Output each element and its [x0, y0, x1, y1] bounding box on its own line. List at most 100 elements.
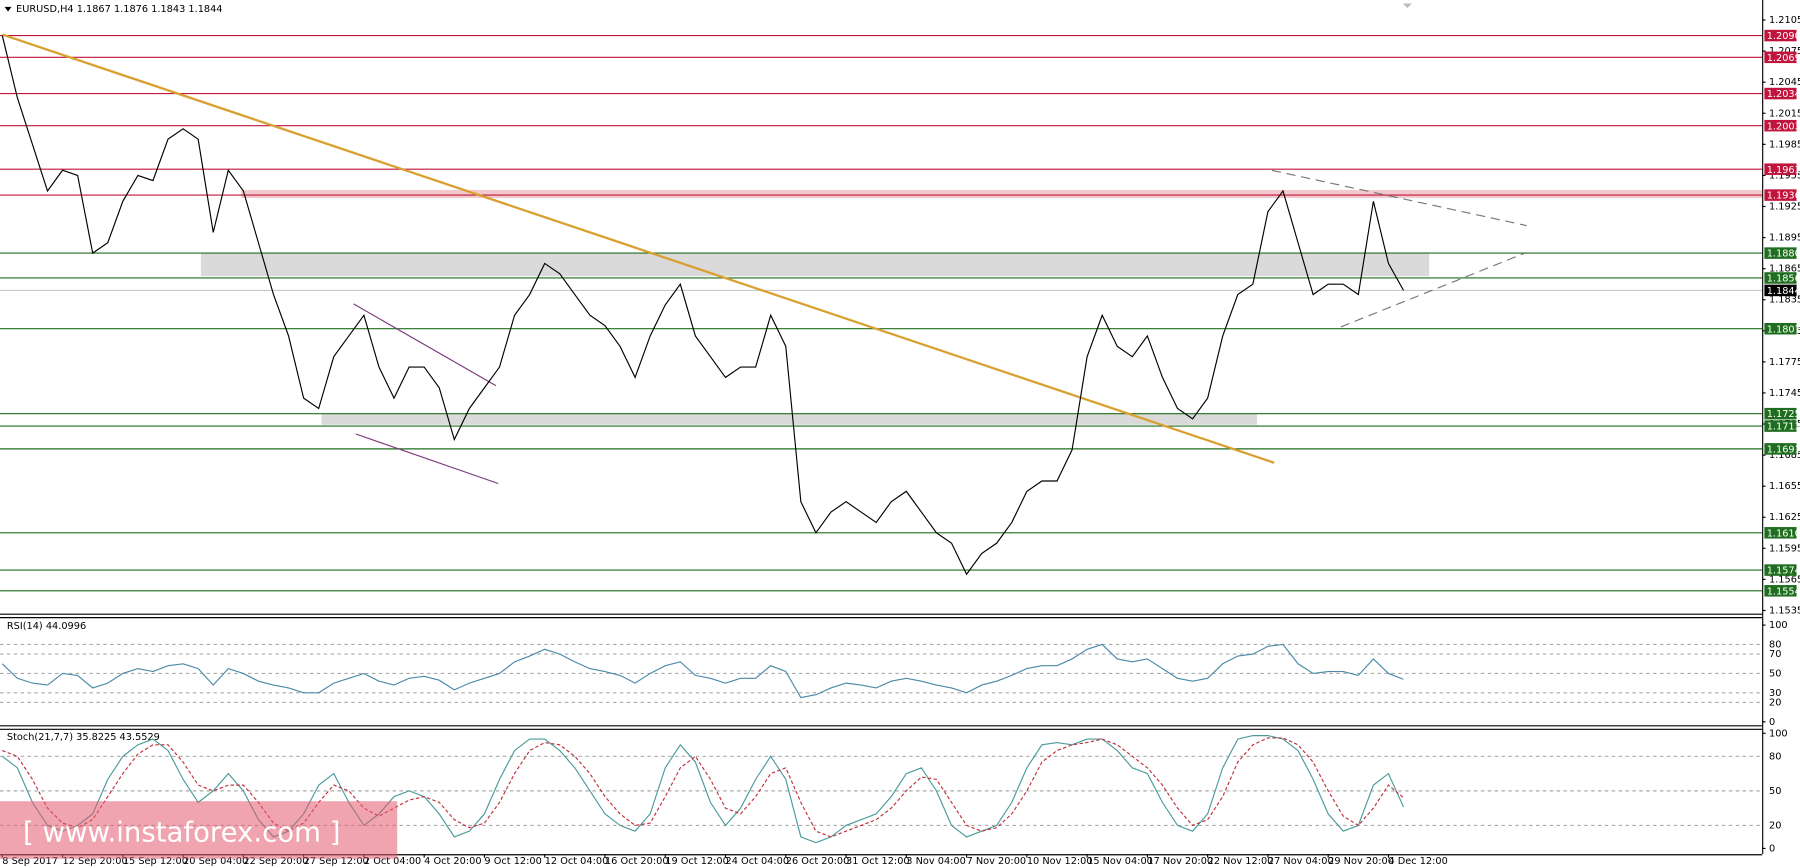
rsi-tick-label: 30: [1769, 688, 1781, 699]
level-tag: [1764, 443, 1797, 455]
level-label: 1.1856: [1767, 274, 1800, 285]
y-tick-label: 1.1985: [1769, 139, 1800, 150]
triangle-line: [1271, 169, 1527, 227]
x-tick-label: 26 Oct 20:00: [786, 856, 850, 867]
rsi-tick-label: 20: [1769, 697, 1781, 708]
level-tag: [1764, 119, 1797, 132]
level-label: 1.1807: [1767, 324, 1800, 335]
level-label: 1.1574: [1767, 566, 1800, 577]
x-tick-label: 29 Nov 20:00: [1328, 856, 1394, 867]
x-tick-label: 12 Oct 04:00: [545, 856, 609, 867]
level-label: 1.1936: [1767, 191, 1800, 202]
level-tag: [1764, 322, 1797, 335]
stoch-tick-label: 50: [1769, 786, 1781, 797]
channel-line: [353, 303, 497, 387]
level-tag: [1764, 163, 1797, 175]
rsi-line: [1, 643, 1404, 699]
y-tick-label: 1.1685: [1769, 450, 1800, 461]
level-label: 1.2003: [1767, 121, 1800, 132]
x-tick-label: 15 Nov 04:00: [1087, 856, 1153, 867]
x-tick-label: 27 Sep 12:00: [304, 856, 369, 867]
rsi-tick-label: 100: [1769, 620, 1788, 631]
x-tick-label: 4 Dec 12:00: [1388, 856, 1447, 867]
rsi-tick-label: 70: [1769, 649, 1781, 660]
x-tick-label: 16 Oct 20:00: [605, 856, 669, 867]
level-label: 1.2090: [1767, 31, 1800, 42]
x-tick-label: 9 Oct 12:00: [484, 856, 541, 867]
watermark: [ www.instaforex.com ]: [23, 815, 341, 848]
last-price-label: 1.1844: [1767, 286, 1800, 297]
y-tick-label: 1.1565: [1769, 574, 1800, 585]
price-line: [1, 35, 1405, 576]
level-label: 1.2069: [1767, 53, 1800, 64]
x-tick-label: 22 Nov 12:00: [1208, 856, 1274, 867]
y-tick-label: 1.1835: [1769, 295, 1800, 306]
x-tick-label: 20 Sep 04:00: [183, 856, 248, 867]
stoch-label: Stoch(21,7,7) 35.8225 43.5529: [7, 732, 160, 743]
stoch-tick-label: 0: [1769, 843, 1775, 854]
x-tick-label: 31 Oct 12:00: [846, 856, 910, 867]
rsi-label: RSI(14) 44.0996: [7, 621, 86, 632]
level-tag: [1764, 87, 1797, 100]
stoch-line: [1, 735, 1405, 844]
x-tick-label: 8 Sep 2017: [2, 856, 58, 867]
x-tick-label: 24 Oct 04:00: [726, 856, 790, 867]
channel-line: [355, 433, 499, 485]
level-label: 1.2034: [1767, 89, 1800, 100]
y-tick-label: 1.1895: [1769, 233, 1800, 244]
x-tick-label: 17 Nov 20:00: [1147, 856, 1213, 867]
y-tick-label: 1.1745: [1769, 388, 1800, 399]
stoch-tick-label: 80: [1769, 751, 1781, 762]
x-tick-label: 4 Oct 20:00: [424, 856, 481, 867]
rsi-tick-label: 50: [1769, 668, 1781, 679]
y-tick-label: 1.2105: [1769, 15, 1800, 26]
level-tag: [1764, 51, 1797, 64]
x-tick-label: 7 Nov 20:00: [967, 856, 1027, 867]
marker: [1402, 3, 1412, 9]
watermark-group: [ www.instaforex.com ]: [0, 801, 398, 859]
zone: [321, 413, 1258, 425]
x-tick-label: 3 Nov 04:00: [906, 856, 966, 867]
y-tick-label: 1.1925: [1769, 201, 1800, 212]
y-tick-label: 1.1625: [1769, 512, 1800, 523]
level-tag: [1764, 247, 1797, 259]
y-tick-label: 1.2045: [1769, 77, 1800, 88]
triangle-line: [1340, 252, 1525, 328]
watermark-box: [0, 801, 398, 859]
x-tick-label: 27 Nov 04:00: [1268, 856, 1334, 867]
level-label: 1.1610: [1767, 528, 1800, 539]
level-label: 1.1961: [1767, 165, 1800, 176]
level-label: 1.1554: [1767, 586, 1800, 597]
levels: [0, 34, 1763, 592]
level-label: 1.1713: [1767, 422, 1800, 433]
level-tag: [1764, 189, 1797, 201]
trendline: [1, 33, 1275, 464]
level-tag: [1764, 564, 1797, 576]
level-tag: [1764, 29, 1797, 42]
rsi-tick-label: 0: [1769, 717, 1775, 728]
level-tag: [1764, 407, 1797, 420]
stoch-tick-label: 20: [1769, 820, 1781, 831]
menu-arrow: [4, 6, 12, 12]
y-tick-label: 1.1865: [1769, 264, 1800, 275]
rsi-tick-label: 80: [1769, 639, 1781, 650]
x-tick-label: 19 Oct 12:00: [665, 856, 729, 867]
stoch-tick-label: 100: [1769, 728, 1788, 739]
y-tick-label: 1.1535: [1769, 605, 1800, 616]
resistance-band: [241, 189, 1763, 199]
level-tag: [1764, 527, 1797, 539]
header: EURUSD,H4 1.1867 1.1876 1.1843 1.1844: [16, 4, 222, 15]
level-label: 1.1880: [1767, 249, 1800, 260]
last-price-tag: [1764, 284, 1797, 297]
y-tick-label: 1.1655: [1769, 481, 1800, 492]
x-tick-label: 22 Sep 20:00: [243, 856, 308, 867]
x-tick-label: 2 Oct 04:00: [364, 856, 421, 867]
y-tick-label: 1.2015: [1769, 108, 1800, 119]
zone: [200, 253, 1430, 277]
x-tick-label: 12 Sep 20:00: [63, 856, 128, 867]
level-tag: [1764, 420, 1797, 432]
y-tick-label: 1.1775: [1769, 357, 1800, 368]
